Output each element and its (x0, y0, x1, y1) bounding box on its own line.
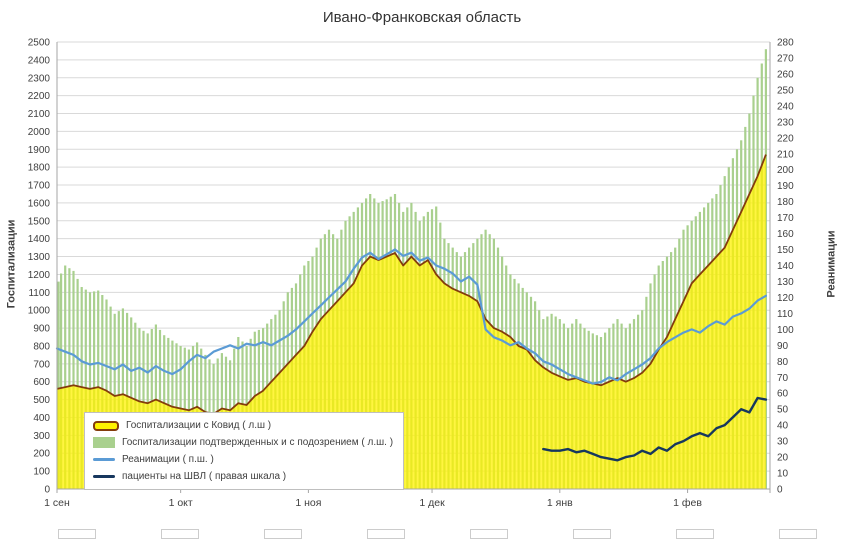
covid-hospitalizations-area (57, 154, 766, 489)
total-bars-swatch (93, 437, 115, 448)
svg-text:1100: 1100 (28, 288, 50, 299)
sheet-cell (779, 529, 817, 539)
svg-text:0: 0 (777, 485, 783, 496)
svg-text:250: 250 (777, 85, 794, 96)
svg-text:230: 230 (777, 117, 794, 128)
svg-text:400: 400 (33, 413, 50, 424)
svg-text:2200: 2200 (28, 91, 51, 102)
ventilator-patients-line (542, 396, 768, 462)
covid-line-swatch (93, 420, 119, 431)
legend-label-covid: Госпитализации с Ковид ( л.ш ) (126, 420, 272, 431)
svg-text:2300: 2300 (28, 73, 51, 84)
left-axis-title: Госпитализации (5, 219, 18, 309)
sheet-cell (573, 529, 611, 539)
legend-label-icu: Реанимации ( п.ш. ) (122, 454, 214, 465)
sheet-cell (470, 529, 508, 539)
legend-label-total: Госпитализации подтвержденных и с подозр… (122, 437, 394, 448)
svg-text:140: 140 (777, 261, 794, 272)
svg-text:1800: 1800 (28, 163, 51, 174)
sheet-cell (161, 529, 199, 539)
svg-text:1300: 1300 (28, 252, 51, 263)
svg-text:70: 70 (777, 373, 789, 384)
svg-text:20: 20 (777, 453, 789, 464)
svg-text:2100: 2100 (28, 109, 51, 120)
svg-text:100: 100 (777, 325, 794, 336)
svg-text:10: 10 (777, 469, 789, 480)
sheet-cell (676, 529, 714, 539)
svg-text:1 янв: 1 янв (547, 497, 573, 509)
svg-text:1 окт: 1 окт (169, 497, 193, 509)
svg-text:2000: 2000 (28, 127, 51, 138)
svg-text:270: 270 (777, 53, 794, 64)
legend-item-vent: пациенты на ШВЛ ( правая шкала ) (93, 468, 393, 485)
x-axis-month-labels: 1 сен 1 окт 1 ноя 1 дек 1 янв 1 фев (44, 497, 702, 509)
svg-text:1 фев: 1 фев (673, 497, 702, 509)
svg-text:1600: 1600 (28, 198, 51, 209)
right-axis-title: Реанимации (825, 230, 838, 298)
svg-text:60: 60 (777, 389, 789, 400)
legend-item-covid: Госпитализации с Ковид ( л.ш ) (93, 417, 393, 434)
svg-text:300: 300 (33, 431, 50, 442)
sheet-cell (264, 529, 302, 539)
svg-text:2500: 2500 (28, 38, 51, 49)
svg-text:700: 700 (33, 359, 50, 370)
svg-text:1500: 1500 (28, 216, 51, 227)
legend-label-vent: пациенты на ШВЛ ( правая шкала ) (122, 471, 287, 482)
y-axis-right-labels: 0 10 20 30 40 50 60 70 80 90 100 110 120 130 140 150 160… (777, 38, 794, 496)
sheet-cell (367, 529, 405, 539)
svg-text:1 ноя: 1 ноя (295, 497, 321, 509)
chart-title: Ивано-Франковская область (322, 9, 522, 26)
svg-text:800: 800 (33, 341, 50, 352)
covid-hospitalizations-line (56, 154, 767, 415)
svg-text:600: 600 (33, 377, 50, 388)
svg-text:1000: 1000 (28, 306, 51, 317)
svg-text:1 сен: 1 сен (44, 497, 70, 509)
svg-text:1200: 1200 (28, 270, 51, 281)
svg-text:220: 220 (777, 133, 794, 144)
legend: Госпитализации с Ковид ( л.ш ) Госпитали… (84, 412, 405, 490)
svg-text:1 дек: 1 дек (419, 497, 445, 509)
svg-text:50: 50 (777, 405, 789, 416)
sheet-cell (58, 529, 96, 539)
svg-text:190: 190 (777, 181, 794, 192)
legend-item-icu: Реанимации ( п.ш. ) (93, 451, 393, 468)
svg-text:80: 80 (777, 357, 789, 368)
svg-text:40: 40 (777, 421, 789, 432)
icu-reanimation-line (55, 248, 768, 385)
sheet-cells-strip (0, 529, 844, 539)
svg-text:120: 120 (777, 293, 794, 304)
svg-text:130: 130 (777, 277, 794, 288)
svg-text:150: 150 (777, 245, 794, 256)
svg-text:210: 210 (777, 149, 794, 160)
svg-text:30: 30 (777, 437, 789, 448)
svg-text:200: 200 (33, 449, 50, 460)
ventilator-line-swatch (93, 475, 115, 478)
y-axis-left-labels: 0 100 200 300 400 500 600 700 800 900 1000 1100 1200… (28, 38, 51, 496)
legend-item-total: Госпитализации подтвержденных и с подозр… (93, 434, 393, 451)
svg-text:180: 180 (777, 197, 794, 208)
svg-text:200: 200 (777, 165, 794, 176)
svg-text:500: 500 (33, 395, 50, 406)
svg-text:280: 280 (777, 38, 794, 49)
svg-text:100: 100 (33, 467, 50, 478)
svg-text:240: 240 (777, 101, 794, 112)
svg-text:90: 90 (777, 341, 789, 352)
svg-text:110: 110 (777, 309, 793, 320)
svg-text:1700: 1700 (28, 181, 51, 192)
icu-line-swatch (93, 458, 115, 461)
svg-text:1400: 1400 (28, 234, 51, 245)
svg-text:170: 170 (777, 213, 794, 224)
svg-text:2400: 2400 (28, 55, 51, 66)
svg-text:900: 900 (33, 324, 50, 335)
svg-text:1900: 1900 (28, 145, 51, 156)
svg-text:260: 260 (777, 69, 794, 80)
svg-text:0: 0 (44, 485, 50, 496)
svg-text:160: 160 (777, 229, 794, 240)
